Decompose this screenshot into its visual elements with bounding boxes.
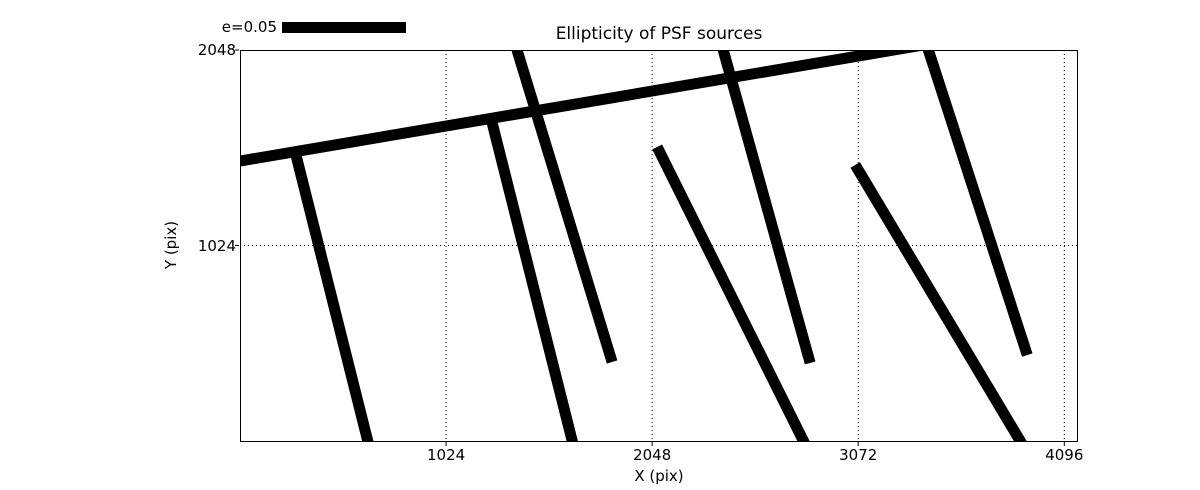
whisker-segment [717, 50, 816, 365]
chart-title: Ellipticity of PSF sources [555, 24, 763, 44]
tick-marks [235, 49, 1065, 446]
whisker-segment [652, 144, 810, 441]
whisker-lines [240, 50, 1033, 441]
x-tick-label: 2048 [633, 446, 672, 464]
legend-label: e=0.05 [221, 18, 277, 36]
x-tick-label: 4096 [1045, 446, 1084, 464]
whisker-segment [511, 50, 618, 364]
whisker-segment [240, 50, 927, 167]
legend-scale-bar [282, 22, 406, 33]
x-tick-label: 1024 [426, 446, 466, 464]
whisker-segment [850, 162, 1027, 441]
axes-frame [240, 50, 1078, 442]
whisker-segment [290, 153, 374, 441]
y-tick-label: 2048 [197, 41, 236, 59]
x-axis-label: X (pix) [634, 467, 684, 485]
whisker-segment [486, 121, 578, 441]
y-tick-label: 1024 [197, 236, 236, 255]
x-tick-label: 3072 [839, 446, 878, 464]
whisker-segment [922, 50, 1033, 357]
